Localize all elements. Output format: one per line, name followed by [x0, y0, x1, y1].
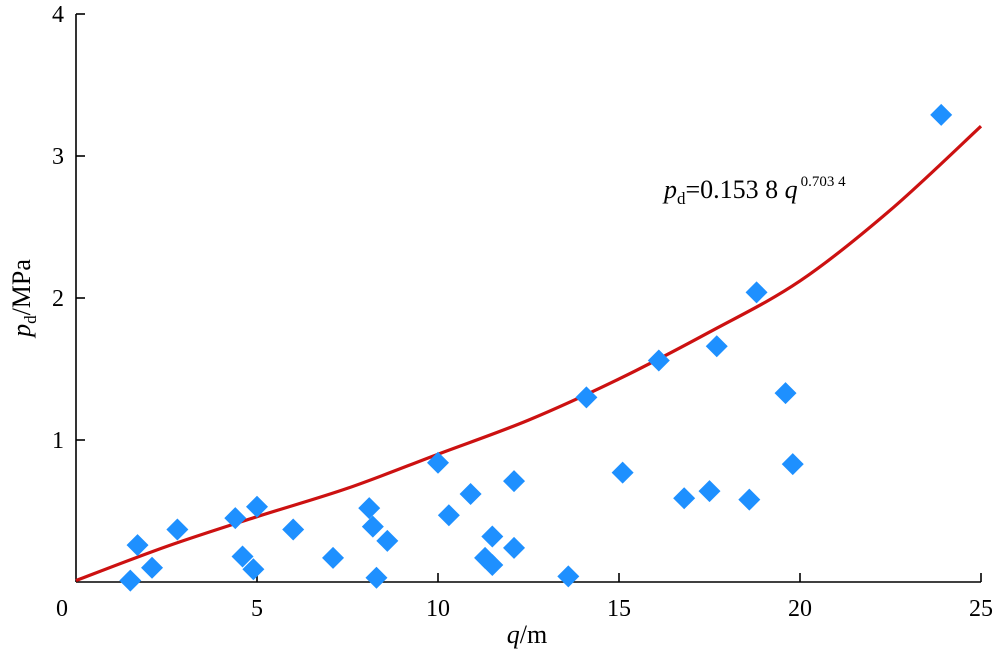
fit-equation: pd=0.153 8 q 0.703 4: [662, 174, 846, 208]
y-tick-label: 4: [52, 2, 64, 28]
data-point: [322, 546, 345, 569]
data-point: [282, 518, 305, 541]
data-point: [673, 487, 696, 510]
data-point: [126, 534, 149, 557]
data-point: [358, 497, 381, 520]
data-point: [361, 515, 384, 538]
data-point: [503, 470, 526, 493]
data-point: [437, 504, 460, 527]
equation-lhs-sub: d: [677, 189, 686, 208]
x-ticks: 0 5 10 15 20 25: [56, 573, 993, 622]
data-point: [774, 382, 797, 405]
x-tick-label: 5: [251, 596, 263, 622]
data-point: [698, 480, 721, 503]
data-point: [647, 349, 670, 372]
y-axis-title-sub: d: [21, 315, 40, 324]
data-point: [611, 461, 634, 484]
data-point: [365, 566, 388, 589]
data-point: [459, 482, 482, 505]
data-point: [376, 529, 399, 552]
x-tick-label: 10: [426, 596, 450, 622]
y-tick-label: 2: [52, 286, 64, 312]
x-tick-label: 20: [788, 596, 812, 622]
data-point: [705, 335, 728, 358]
data-point: [503, 536, 526, 559]
data-point: [738, 488, 761, 511]
data-point: [481, 553, 504, 576]
data-point: [224, 507, 247, 530]
x-tick-label: 0: [56, 596, 68, 622]
y-tick-label: 3: [52, 144, 64, 170]
y-axis-title-var: p: [7, 324, 36, 339]
fit-curve: [75, 125, 983, 583]
equation-exponent: 0.703 4: [801, 174, 847, 190]
y-axis-title: pd/MPa: [7, 259, 40, 339]
x-axis-title: q/m: [507, 620, 547, 649]
data-point: [557, 565, 580, 588]
x-tick-label: 25: [969, 596, 993, 622]
data-point: [231, 545, 254, 568]
data-point: [141, 556, 164, 579]
data-point: [481, 525, 504, 548]
data-points: [119, 103, 953, 592]
x-axis-title-unit: /m: [520, 620, 547, 649]
y-tick-label: 1: [52, 428, 64, 454]
data-point: [246, 495, 268, 518]
data-point: [119, 569, 142, 592]
data-point: [242, 558, 265, 581]
equation-var: q: [785, 175, 798, 204]
y-axis-title-unit: /MPa: [7, 259, 36, 316]
x-axis-title-var: q: [507, 620, 520, 649]
axes: [75, 14, 981, 583]
x-tick-label: 15: [607, 596, 631, 622]
data-point: [575, 386, 598, 409]
data-point: [930, 103, 953, 126]
data-point: [427, 451, 449, 474]
data-point: [781, 453, 804, 476]
equation-rhs: =0.153 8: [686, 175, 785, 204]
y-ticks: 1 2 3 4: [52, 2, 85, 454]
data-point: [166, 518, 189, 541]
equation-lhs-var: p: [662, 175, 677, 204]
data-point: [745, 281, 768, 304]
